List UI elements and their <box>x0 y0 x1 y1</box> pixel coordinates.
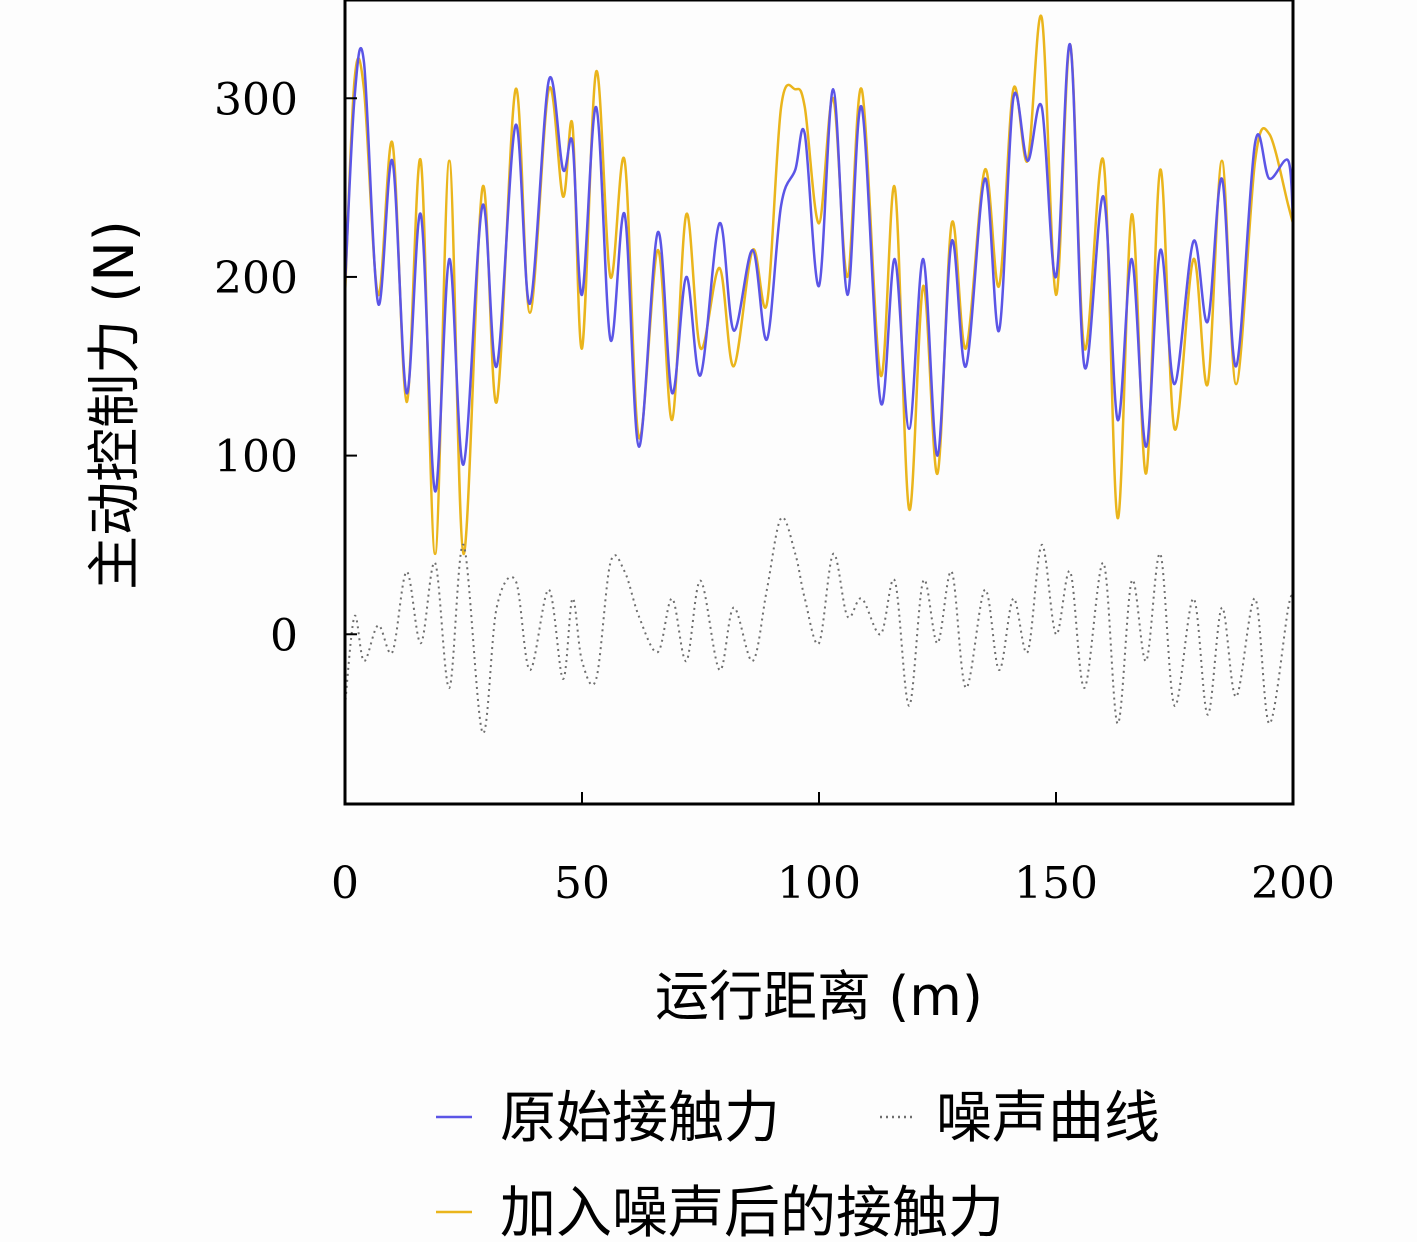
y-tick-label: 200 <box>214 253 298 304</box>
x-tick-label: 100 <box>777 858 861 909</box>
y-axis-title: 主动控制力 (N) <box>83 220 146 590</box>
legend-label-2: 加入噪声后的接触力 <box>500 1181 1004 1242</box>
legend-label-0: 原始接触力 <box>500 1086 780 1151</box>
x-axis: 0 50 100 150 200 <box>331 792 1335 909</box>
x-tick-label: 150 <box>1014 858 1098 909</box>
y-tick-label: 300 <box>214 74 298 125</box>
x-axis-title: 运行距离 (m) <box>655 965 983 1028</box>
plot-lines <box>343 14 1295 734</box>
y-axis: 0 100 200 300 <box>214 74 357 661</box>
x-tick-label: 200 <box>1251 858 1335 909</box>
x-tick-label: 0 <box>331 858 359 909</box>
y-tick-label: 0 <box>270 610 298 661</box>
y-tick-label: 100 <box>214 432 298 483</box>
series-line-0 <box>343 43 1295 493</box>
series-line-1 <box>344 516 1294 734</box>
x-tick-label: 50 <box>554 858 610 909</box>
legend-label-1: 噪声曲线 <box>936 1086 1160 1151</box>
